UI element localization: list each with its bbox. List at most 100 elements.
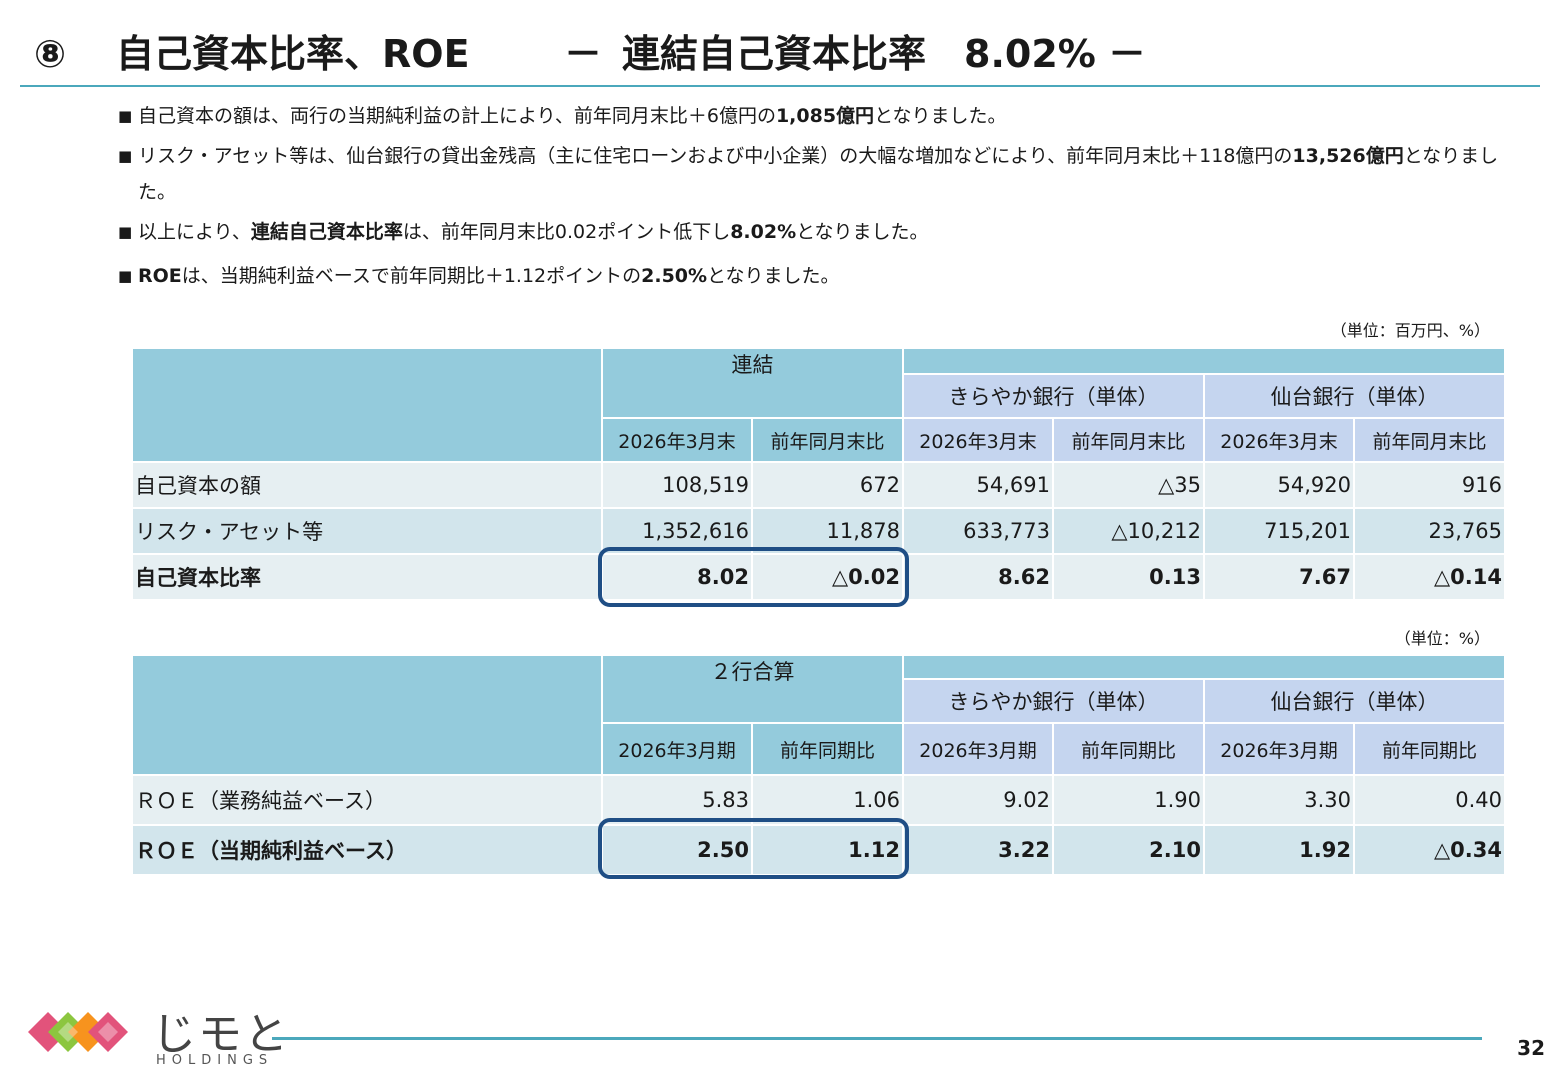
table-cell: 1.06	[751, 774, 904, 826]
table2-corner	[131, 654, 603, 776]
column-header: 2026年3月末	[902, 417, 1054, 463]
table-row: ＲＯＥ（業務純益ベース） 5.83 1.06 9.02 1.90 3.30 0.…	[131, 774, 1506, 826]
table-row: リスク・アセット等 1,352,616 11,878 633,773 △10,2…	[131, 507, 1506, 555]
logo-text: じモと	[152, 1009, 290, 1060]
table-cell: 916	[1353, 461, 1506, 509]
bullet-text: は、当期純利益ベースで前年同期比＋1.12ポイントの	[181, 265, 642, 287]
column-header: 2026年3月末	[1203, 417, 1355, 463]
table-cell: 715,201	[1203, 507, 1355, 555]
bullet-bold: ROE	[138, 265, 182, 287]
table-cell: △10,212	[1052, 507, 1205, 555]
table-cell: 3.22	[902, 824, 1054, 876]
table-cell: 8.02	[601, 553, 753, 601]
title-dash-right: －	[1108, 32, 1147, 76]
bullet-bold: 13,526億円	[1292, 145, 1404, 167]
table-cell: 2.50	[601, 824, 753, 876]
bullet-text: は、前年同月末比0.02ポイント低下し	[402, 221, 731, 243]
table-cell: 1.90	[1052, 774, 1205, 826]
bullet-capital-ratio: ■ 以上により、連結自己資本比率は、前年同月末比0.02ポイント低下し8.02%…	[118, 214, 1518, 250]
bullet-risk-assets: ■ リスク・アセット等は、仙台銀行の貸出金残高（主に住宅ローンおよび中小企業）の…	[118, 138, 1518, 210]
bullet-bold: 連結自己資本比率	[250, 221, 403, 243]
column-header: 2026年3月期	[601, 722, 753, 776]
bullet-text: となりました。	[707, 265, 840, 287]
column-header: 前年同期比	[751, 722, 904, 776]
table-cell: 108,519	[601, 461, 753, 509]
table-cell: 54,920	[1203, 461, 1355, 509]
bullet-text: 自己資本の額は、両行の当期純利益の計上により、前年同月末比＋6億円の	[138, 105, 776, 127]
column-header: 前年同月末比	[751, 417, 904, 463]
table-row: ＲＯＥ（当期純利益ベース） 2.50 1.12 3.22 2.10 1.92 △…	[131, 824, 1506, 876]
table-cell: 54,691	[902, 461, 1054, 509]
table-cell: 5.83	[601, 774, 753, 826]
table-cell: 0.40	[1353, 774, 1506, 826]
column-header: 2026年3月期	[1203, 722, 1355, 776]
column-header: 前年同月末比	[1052, 417, 1205, 463]
title-divider	[20, 85, 1540, 87]
table1-corner	[131, 347, 603, 463]
footer-divider	[272, 1037, 1482, 1040]
table-cell: 7.67	[1203, 553, 1355, 601]
table2-group-combined: ２行合算	[601, 654, 904, 724]
table1-group-kirayaka: きらやか銀行（単体）	[902, 373, 1205, 419]
table-cell: 1.92	[1203, 824, 1355, 876]
table2-group-sendai: 仙台銀行（単体）	[1203, 678, 1506, 724]
capital-ratio-table: 連結 きらやか銀行（単体） 仙台銀行（単体） 2026年3月末 前年同月末比 2…	[131, 347, 1506, 601]
column-header: 前年同期比	[1052, 722, 1205, 776]
table1-group-consolidated: 連結	[601, 347, 904, 419]
bullet-list: ■ 自己資本の額は、両行の当期純利益の計上により、前年同月末比＋6億円の1,08…	[118, 98, 1518, 294]
title-subtitle: 連結自己資本比率 8.02%	[622, 32, 1096, 76]
table-cell: 1,352,616	[601, 507, 753, 555]
table-cell: 8.62	[902, 553, 1054, 601]
bullet-bold: 8.02%	[730, 221, 797, 243]
table-cell: 672	[751, 461, 904, 509]
table-cell: △0.34	[1353, 824, 1506, 876]
table1-unit: （単位：百万円、%）	[1330, 321, 1490, 340]
column-header: 前年同月末比	[1353, 417, 1506, 463]
bullet-marker: ■	[118, 147, 133, 165]
company-logo: じモと HOLDINGS	[28, 996, 288, 1076]
bullet-text: となりました。	[796, 221, 929, 243]
logo-mark-icon	[28, 1012, 128, 1052]
page-title: ⑧ 自己資本比率、ROE － 連結自己資本比率 8.02% －	[34, 26, 1534, 82]
table-cell: 23,765	[1353, 507, 1506, 555]
table-row: 自己資本の額 108,519 672 54,691 △35 54,920 916	[131, 461, 1506, 509]
table2-header-strip	[902, 654, 1506, 680]
table-cell: △0.14	[1353, 553, 1506, 601]
table-cell: 11,878	[751, 507, 904, 555]
title-dash-left: －	[564, 32, 603, 76]
table-cell: 633,773	[902, 507, 1054, 555]
bullet-text: となりました。	[138, 145, 1499, 203]
column-header: 2026年3月期	[902, 722, 1054, 776]
table2-group-kirayaka: きらやか銀行（単体）	[902, 678, 1205, 724]
bullet-bold: 1,085億円	[775, 105, 875, 127]
bullet-text: 以上により、	[138, 221, 251, 243]
table-cell: 9.02	[902, 774, 1054, 826]
title-number: ⑧	[34, 32, 67, 76]
page-number: 32	[1517, 1036, 1545, 1060]
bullet-roe: ■ ROEは、当期純利益ベースで前年同期比＋1.12ポイントの2.50%となりま…	[118, 258, 1518, 294]
table-row: 自己資本比率 8.02 △0.02 8.62 0.13 7.67 △0.14	[131, 553, 1506, 601]
table2-unit: （単位：%）	[1394, 629, 1490, 648]
table1-header-strip	[902, 347, 1506, 375]
table-cell: 0.13	[1052, 553, 1205, 601]
bullet-marker: ■	[118, 223, 133, 241]
table-cell: 3.30	[1203, 774, 1355, 826]
bullet-bold: 2.50%	[641, 265, 708, 287]
table-cell: 2.10	[1052, 824, 1205, 876]
row-label: 自己資本の額	[131, 461, 603, 509]
row-label: ＲＯＥ（当期純利益ベース）	[131, 824, 603, 876]
column-header: 2026年3月末	[601, 417, 753, 463]
table-cell: △35	[1052, 461, 1205, 509]
table-cell: 1.12	[751, 824, 904, 876]
table1-group-sendai: 仙台銀行（単体）	[1203, 373, 1506, 419]
table-cell: △0.02	[751, 553, 904, 601]
logo-subtext: HOLDINGS	[156, 1053, 274, 1068]
bullet-text: リスク・アセット等は、仙台銀行の貸出金残高（主に住宅ローンおよび中小企業）の大幅…	[138, 145, 1293, 167]
column-header: 前年同期比	[1353, 722, 1506, 776]
bullet-marker: ■	[118, 107, 133, 125]
bullet-capital-amount: ■ 自己資本の額は、両行の当期純利益の計上により、前年同月末比＋6億円の1,08…	[118, 98, 1518, 134]
row-label: 自己資本比率	[131, 553, 603, 601]
bullet-marker: ■	[118, 267, 133, 285]
roe-table: ２行合算 きらやか銀行（単体） 仙台銀行（単体） 2026年3月期 前年同期比 …	[131, 654, 1506, 876]
row-label: ＲＯＥ（業務純益ベース）	[131, 774, 603, 826]
